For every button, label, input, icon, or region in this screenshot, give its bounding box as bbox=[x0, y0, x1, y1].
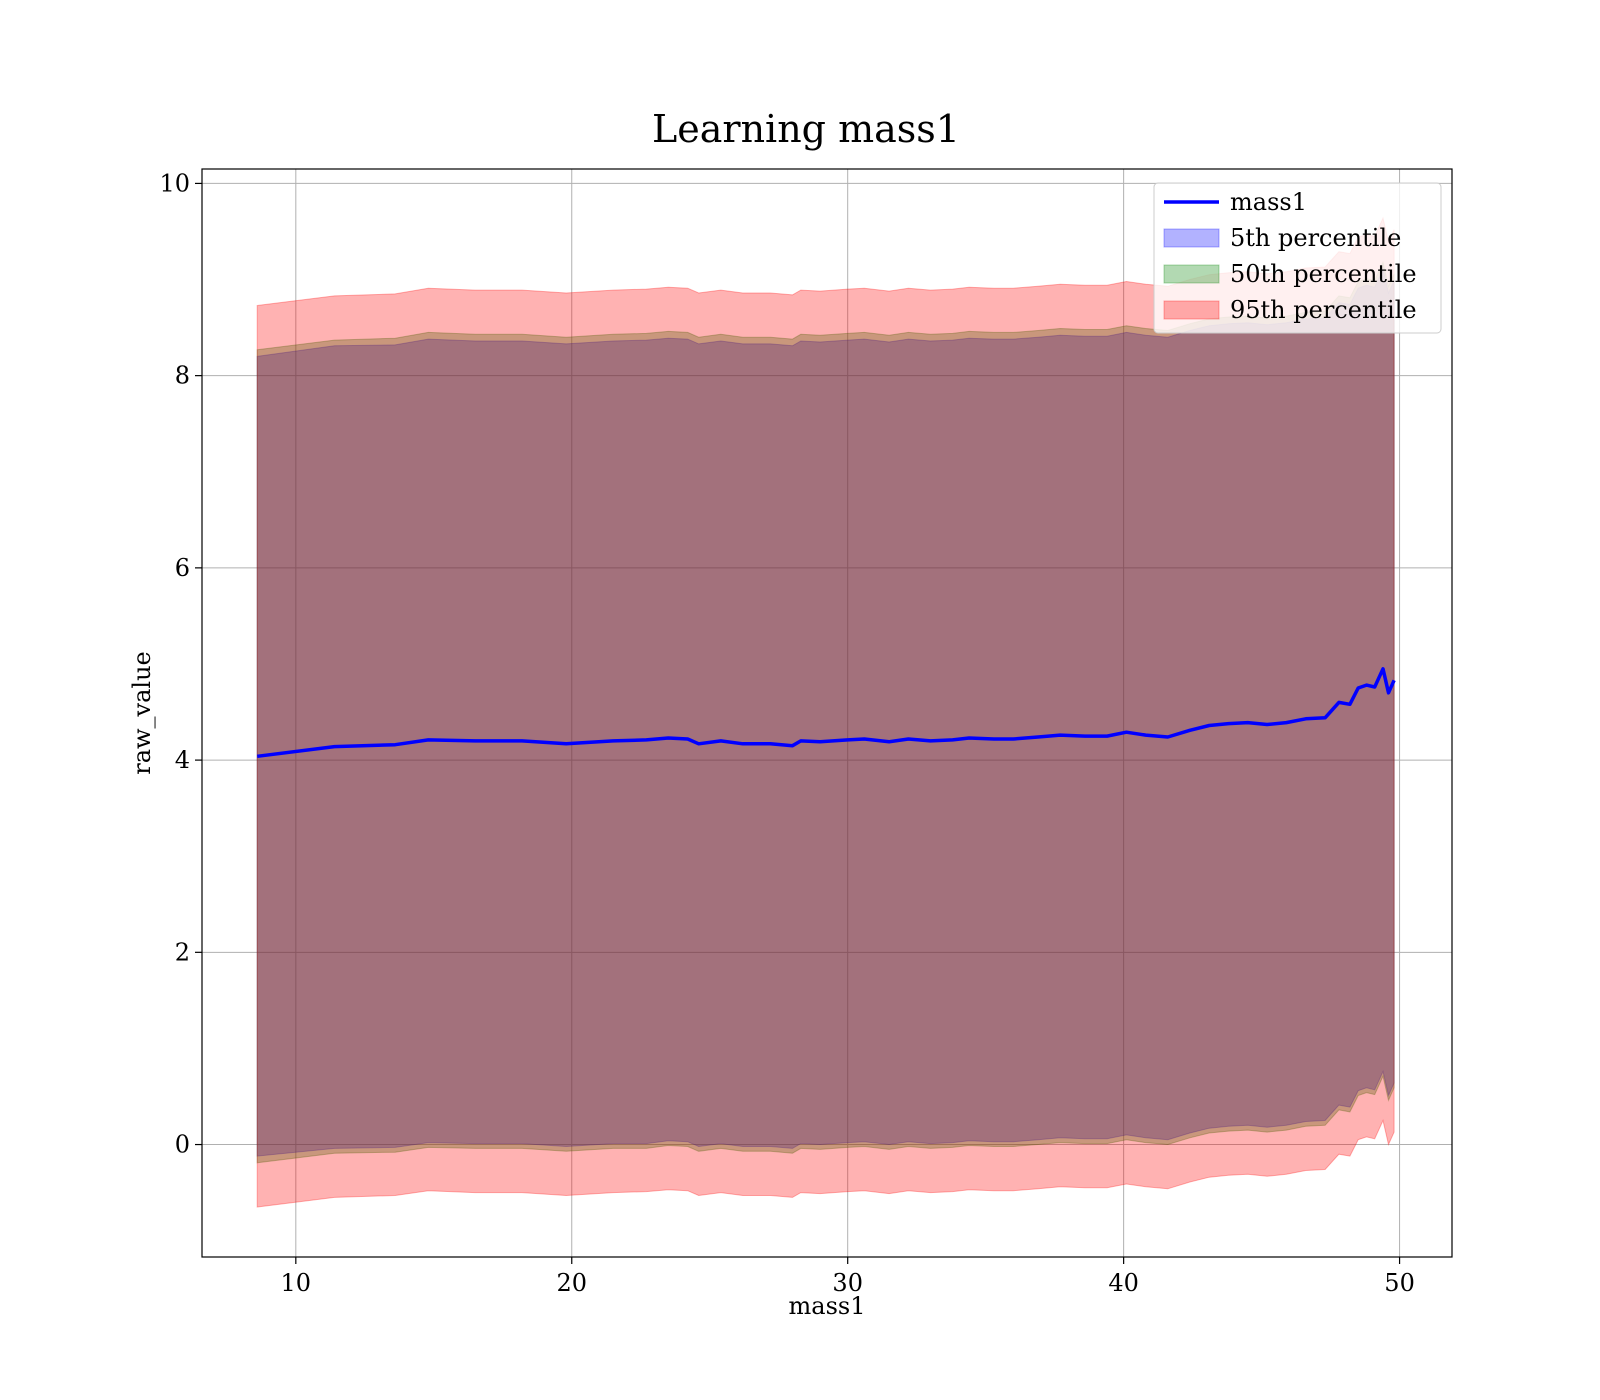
x-tick-label: 40 bbox=[1108, 1269, 1139, 1297]
legend-box bbox=[1153, 182, 1442, 334]
series-lines bbox=[256, 667, 1396, 759]
band-95th-percentile bbox=[256, 216, 1395, 1208]
band-50th-percentile bbox=[256, 260, 1395, 1164]
legend-label: 5th percentile bbox=[1230, 224, 1401, 252]
x-tick-label: 10 bbox=[281, 1269, 312, 1297]
y-tick-label: 10 bbox=[159, 169, 190, 197]
y-axis-label: raw_value bbox=[128, 651, 156, 775]
x-axis-label: mass1 bbox=[789, 1292, 866, 1320]
y-tick-label: 8 bbox=[175, 362, 190, 390]
legend-label: 50th percentile bbox=[1230, 260, 1417, 288]
percentile-bands bbox=[256, 216, 1395, 1208]
x-tick-label: 20 bbox=[556, 1269, 587, 1297]
y-tick-label: 6 bbox=[175, 554, 190, 582]
y-tick-label: 4 bbox=[175, 746, 190, 774]
band-5th-percentile bbox=[256, 267, 1395, 1157]
legend-patch-swatch bbox=[1163, 228, 1220, 248]
x-tick-label: 30 bbox=[832, 1269, 863, 1297]
series-line-mass1 bbox=[256, 667, 1396, 759]
legend-label: mass1 bbox=[1230, 188, 1307, 216]
chart-title: Learning mass1 bbox=[652, 107, 960, 151]
legend-patch-swatch bbox=[1163, 264, 1220, 284]
legend-label: 95th percentile bbox=[1230, 296, 1417, 324]
axis-ticks: 10 20 30 40 50 0 2 4 6 8 10 bbox=[159, 169, 1414, 1297]
plot-area-frame bbox=[201, 168, 1453, 1258]
y-tick-label: 2 bbox=[175, 938, 190, 966]
legend: mass1 5th percentile 50th percentile 95th p… bbox=[1153, 182, 1442, 334]
legend-patch-swatch bbox=[1163, 300, 1220, 320]
x-tick-label: 50 bbox=[1384, 1269, 1415, 1297]
y-tick-label: 0 bbox=[175, 1131, 190, 1159]
